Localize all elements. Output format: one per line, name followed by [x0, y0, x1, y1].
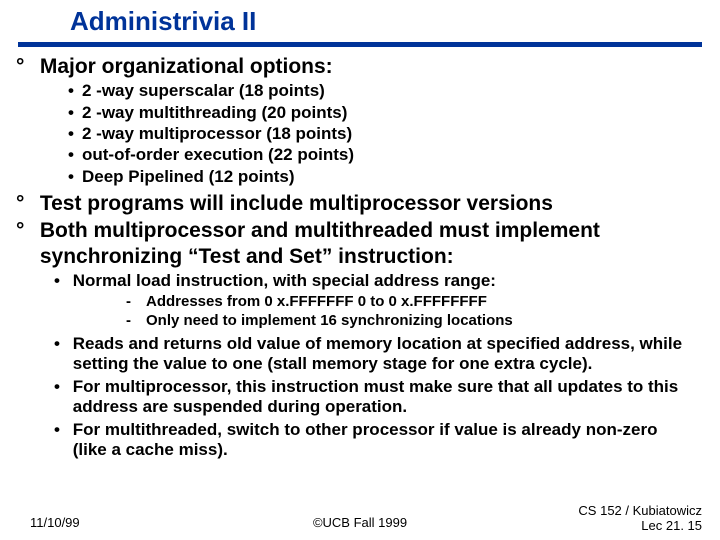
bullet-test-and-set: ° Both multiprocessor and multithreaded … [16, 218, 706, 268]
list-item: -Only need to implement 16 synchronizing… [126, 312, 706, 330]
list-item: •2 -way multithreading (20 points) [68, 103, 706, 123]
address-range-details: -Addresses from 0 x.FFFFFFF 0 to 0 x.FFF… [126, 293, 706, 330]
bullet-test-programs: ° Test programs will include multiproces… [16, 191, 706, 216]
list-item: •2 -way superscalar (18 points) [68, 81, 706, 101]
item-text: 2 -way superscalar (18 points) [82, 81, 682, 101]
dot-bullet-icon: • [68, 167, 82, 187]
bullet-text: Test programs will include multiprocesso… [40, 191, 700, 216]
item-text: Addresses from 0 x.FFFFFFF 0 to 0 x.FFFF… [146, 293, 706, 311]
item-text: For multithreaded, switch to other proce… [73, 420, 693, 461]
bullet-text: Both multiprocessor and multithreaded mu… [40, 218, 700, 268]
list-item: •out-of-order execution (22 points) [68, 145, 706, 165]
test-and-set-details: • Normal load instruction, with special … [54, 271, 706, 461]
item-text: 2 -way multithreading (20 points) [82, 103, 682, 123]
list-item: •Deep Pipelined (12 points) [68, 167, 706, 187]
dot-bullet-icon: • [68, 81, 82, 101]
bullet-major-options: ° Major organizational options: [16, 54, 706, 79]
dot-bullet-icon: • [68, 103, 82, 123]
dot-bullet-icon: • [68, 124, 82, 144]
dot-bullet-icon: • [54, 334, 68, 354]
footer-lecture: Lec 21. 15 [641, 518, 702, 533]
list-item: • Reads and returns old value of memory … [54, 334, 706, 375]
options-list: •2 -way superscalar (18 points) •2 -way … [68, 81, 706, 187]
list-item: •2 -way multiprocessor (18 points) [68, 124, 706, 144]
degree-bullet-icon: ° [16, 54, 34, 79]
slide-title: Administrivia II [70, 6, 256, 37]
list-item: • Normal load instruction, with special … [54, 271, 706, 291]
dot-bullet-icon: • [54, 420, 68, 440]
dot-bullet-icon: • [68, 145, 82, 165]
item-text: Reads and returns old value of memory lo… [73, 334, 693, 375]
dot-bullet-icon: • [54, 377, 68, 397]
degree-bullet-icon: ° [16, 191, 34, 216]
list-item: -Addresses from 0 x.FFFFFFF 0 to 0 x.FFF… [126, 293, 706, 311]
bullet-text: Major organizational options: [40, 54, 700, 79]
dash-bullet-icon: - [126, 312, 146, 330]
item-text: For multiprocessor, this instruction mus… [73, 377, 693, 418]
list-item: • For multithreaded, switch to other pro… [54, 420, 706, 461]
item-text: Only need to implement 16 synchronizing … [146, 312, 706, 330]
title-underline [18, 42, 702, 47]
degree-bullet-icon: ° [16, 218, 34, 243]
slide: Administrivia II ° Major organizational … [0, 0, 720, 540]
footer-course-info: CS 152 / Kubiatowicz Lec 21. 15 [578, 503, 702, 534]
item-text: Deep Pipelined (12 points) [82, 167, 682, 187]
footer-course: CS 152 / Kubiatowicz [578, 503, 702, 518]
item-text: 2 -way multiprocessor (18 points) [82, 124, 682, 144]
item-text: out-of-order execution (22 points) [82, 145, 682, 165]
list-item: • For multiprocessor, this instruction m… [54, 377, 706, 418]
item-text: Normal load instruction, with special ad… [73, 271, 693, 291]
dash-bullet-icon: - [126, 293, 146, 311]
slide-body: ° Major organizational options: •2 -way … [16, 52, 706, 466]
dot-bullet-icon: • [54, 271, 68, 291]
